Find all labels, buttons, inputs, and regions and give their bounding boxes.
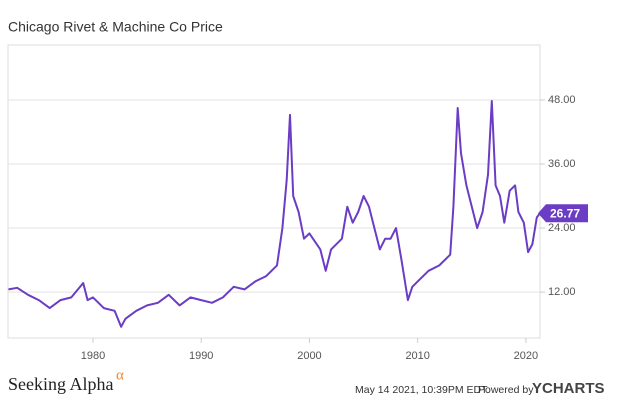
x-tick-label: 2000	[297, 350, 321, 362]
brand: YCHARTS	[532, 380, 605, 397]
y-tick-label: 48.00	[548, 94, 576, 106]
source-logo: Seeking Alpha	[8, 374, 114, 394]
last-value-label: 26.77	[550, 206, 580, 220]
plot-frame	[7, 44, 541, 339]
y-tick-label: 24.00	[548, 222, 576, 234]
chart-title: Chicago Rivet & Machine Co Price	[8, 19, 223, 35]
y-tick-label: 36.00	[548, 158, 576, 170]
powered-by: Powered by	[478, 384, 534, 396]
x-tick-label: 1980	[81, 350, 105, 362]
timestamp: May 14 2021, 10:39PM EDT.	[355, 384, 489, 396]
y-tick-label: 12.00	[548, 286, 576, 298]
source-mark: α	[116, 367, 124, 383]
x-tick-label: 1990	[189, 350, 213, 362]
x-tick-label: 2010	[405, 350, 429, 362]
last-value-tag	[538, 204, 588, 223]
price-line	[8, 100, 541, 328]
x-tick-label: 2020	[514, 350, 538, 362]
